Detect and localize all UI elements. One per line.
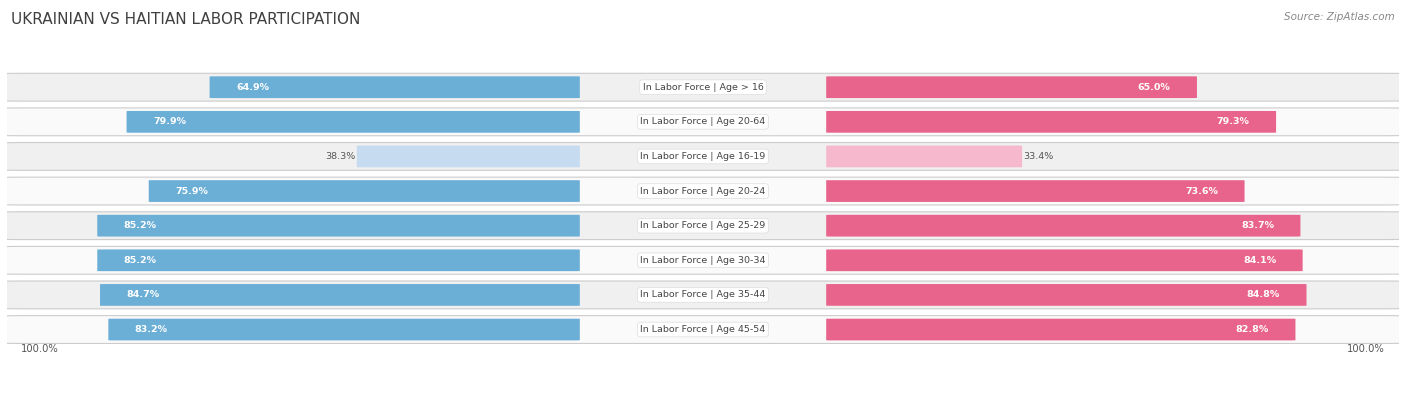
FancyBboxPatch shape	[357, 146, 579, 167]
Text: Source: ZipAtlas.com: Source: ZipAtlas.com	[1284, 12, 1395, 22]
Text: 79.9%: 79.9%	[153, 117, 186, 126]
Text: In Labor Force | Age 35-44: In Labor Force | Age 35-44	[640, 290, 766, 299]
Text: In Labor Force | Age 25-29: In Labor Force | Age 25-29	[640, 221, 766, 230]
FancyBboxPatch shape	[4, 246, 1402, 274]
FancyBboxPatch shape	[97, 249, 579, 271]
FancyBboxPatch shape	[827, 146, 1022, 167]
Text: 38.3%: 38.3%	[325, 152, 356, 161]
FancyBboxPatch shape	[108, 319, 579, 340]
FancyBboxPatch shape	[4, 212, 1402, 240]
FancyBboxPatch shape	[827, 249, 1302, 271]
FancyBboxPatch shape	[4, 316, 1402, 344]
Text: 83.7%: 83.7%	[1241, 221, 1274, 230]
FancyBboxPatch shape	[149, 180, 579, 202]
FancyBboxPatch shape	[209, 76, 579, 98]
FancyBboxPatch shape	[4, 108, 1402, 136]
Text: UKRAINIAN VS HAITIAN LABOR PARTICIPATION: UKRAINIAN VS HAITIAN LABOR PARTICIPATION	[11, 12, 360, 27]
FancyBboxPatch shape	[827, 215, 1301, 237]
FancyBboxPatch shape	[97, 215, 579, 237]
Text: 73.6%: 73.6%	[1185, 186, 1218, 196]
Text: 79.3%: 79.3%	[1216, 117, 1250, 126]
FancyBboxPatch shape	[4, 281, 1402, 309]
Text: 84.8%: 84.8%	[1247, 290, 1279, 299]
FancyBboxPatch shape	[4, 73, 1402, 101]
Text: In Labor Force | Age 20-24: In Labor Force | Age 20-24	[640, 186, 766, 196]
Text: 85.2%: 85.2%	[124, 221, 156, 230]
FancyBboxPatch shape	[100, 284, 579, 306]
Text: 65.0%: 65.0%	[1137, 83, 1171, 92]
Text: 83.2%: 83.2%	[135, 325, 167, 334]
Text: 33.4%: 33.4%	[1024, 152, 1053, 161]
FancyBboxPatch shape	[827, 76, 1197, 98]
FancyBboxPatch shape	[4, 177, 1402, 205]
Text: 82.8%: 82.8%	[1236, 325, 1270, 334]
Text: 100.0%: 100.0%	[1347, 344, 1385, 354]
Text: 84.7%: 84.7%	[127, 290, 160, 299]
Text: 100.0%: 100.0%	[21, 344, 59, 354]
FancyBboxPatch shape	[4, 143, 1402, 170]
Text: 84.1%: 84.1%	[1243, 256, 1277, 265]
FancyBboxPatch shape	[827, 111, 1277, 133]
Text: In Labor Force | Age 30-34: In Labor Force | Age 30-34	[640, 256, 766, 265]
Text: 64.9%: 64.9%	[236, 83, 269, 92]
Text: 85.2%: 85.2%	[124, 256, 156, 265]
Text: In Labor Force | Age 20-64: In Labor Force | Age 20-64	[640, 117, 766, 126]
Text: 75.9%: 75.9%	[176, 186, 208, 196]
Text: In Labor Force | Age 45-54: In Labor Force | Age 45-54	[640, 325, 766, 334]
FancyBboxPatch shape	[827, 180, 1244, 202]
FancyBboxPatch shape	[827, 284, 1306, 306]
Text: In Labor Force | Age 16-19: In Labor Force | Age 16-19	[640, 152, 766, 161]
FancyBboxPatch shape	[127, 111, 579, 133]
FancyBboxPatch shape	[827, 319, 1295, 340]
Text: In Labor Force | Age > 16: In Labor Force | Age > 16	[643, 83, 763, 92]
